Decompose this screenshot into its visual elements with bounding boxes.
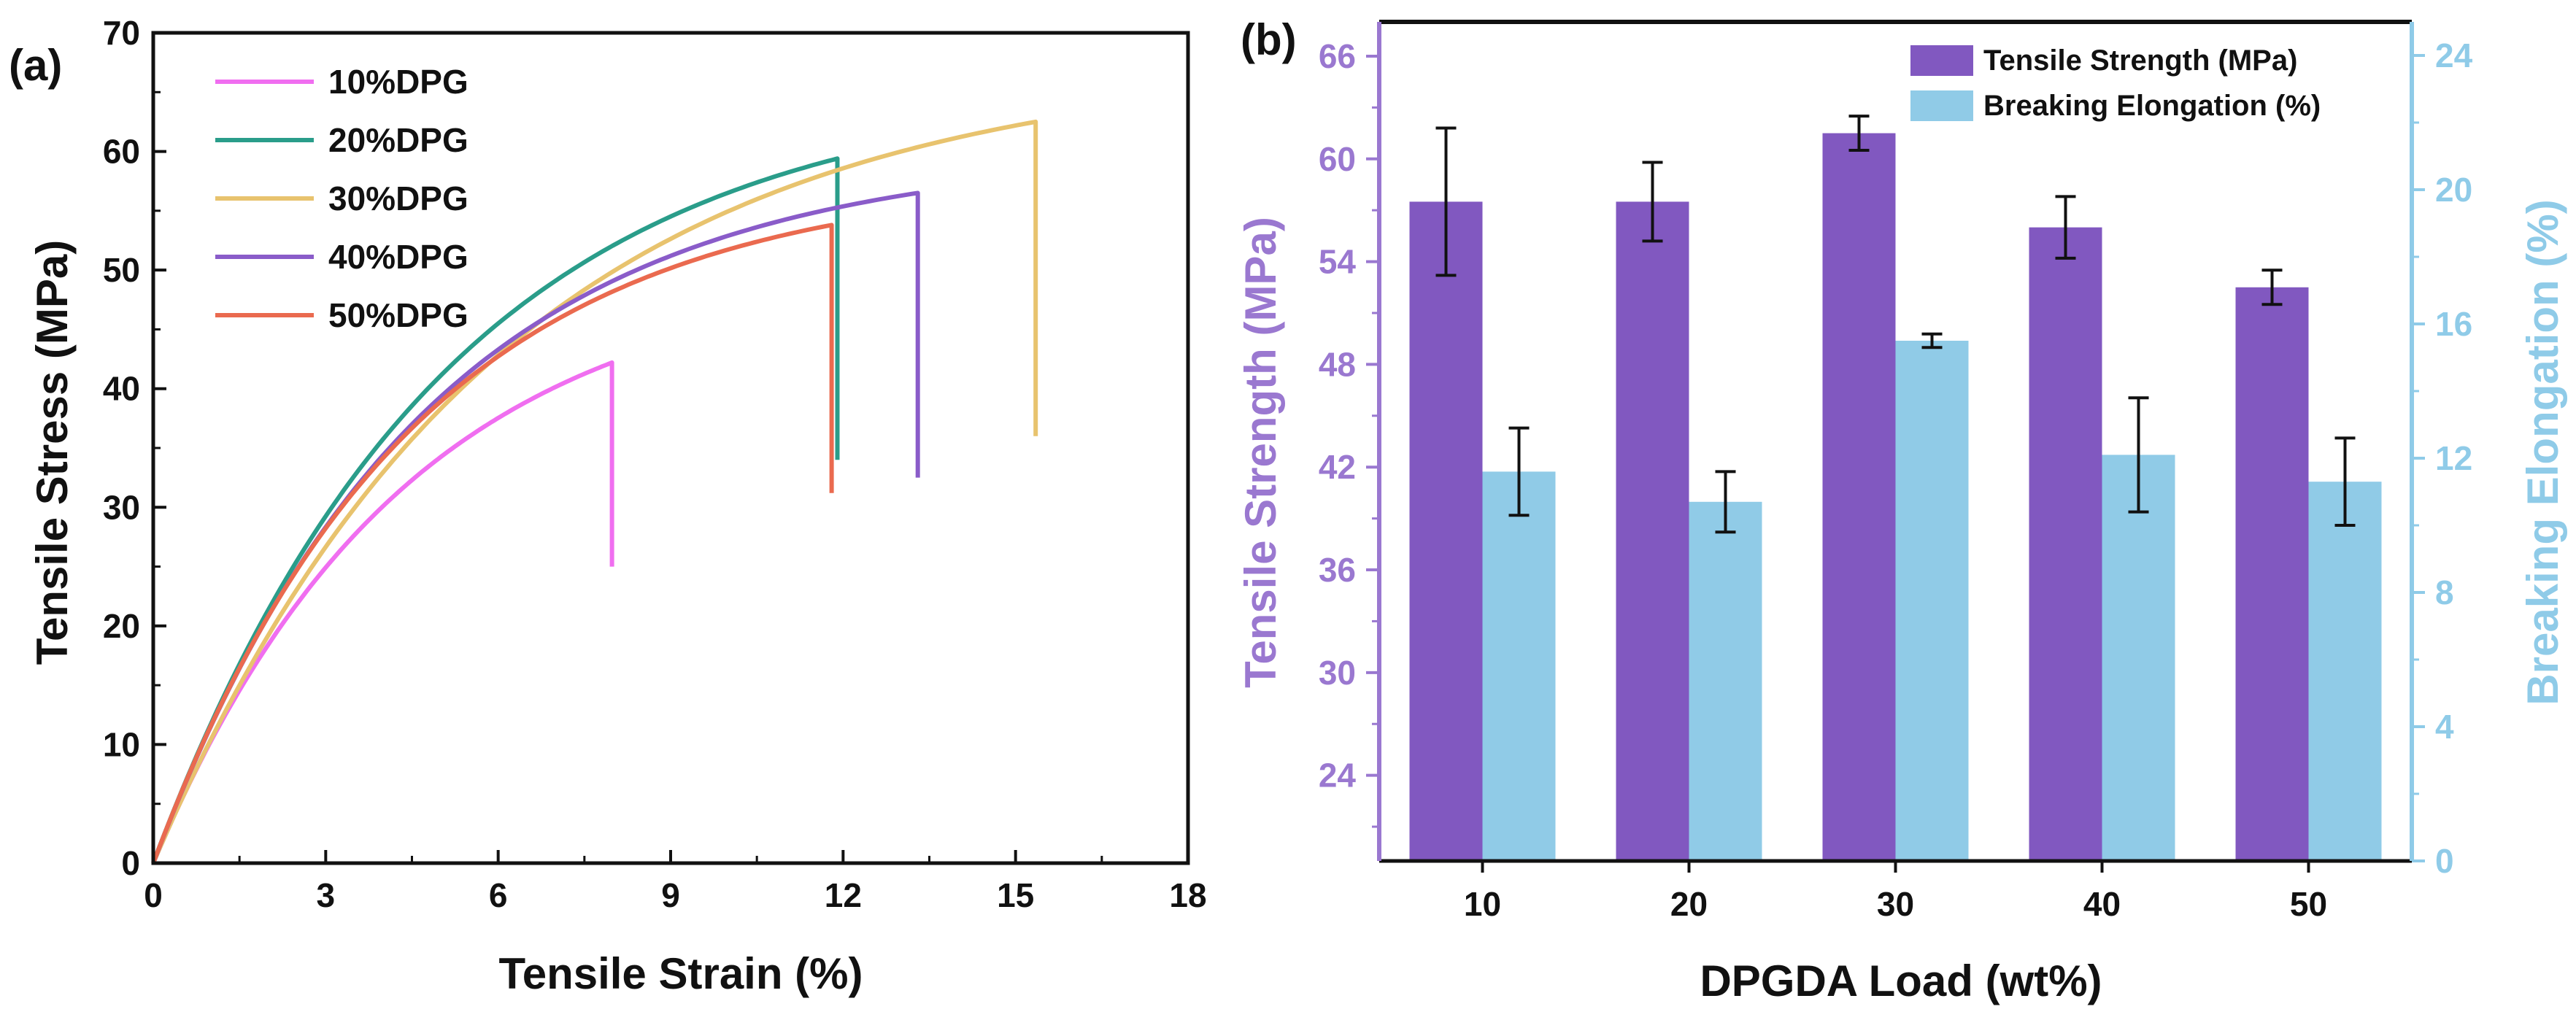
bar-breaking-elongation-50 <box>2308 482 2382 861</box>
panel-b-left-y-tick-label: 54 <box>1319 243 1357 281</box>
panel-b-right-y-tick-label: 16 <box>2435 305 2472 343</box>
bar-tensile-strength-50 <box>2235 287 2309 861</box>
curve-20pct-dpg <box>151 156 840 865</box>
legend-label-tensile-strength: Tensile Strength (MPa) <box>1983 45 2297 77</box>
panel-a-x-tick-label: 0 <box>144 876 163 914</box>
error-bar-breaking-elongation-10 <box>1508 426 1530 517</box>
panel-a-stress-strain-chart: (a) 0 3 6 9 12 15 18 0 10 20 30 40 50 60 70 Tensile St… <box>9 14 1207 998</box>
error-bar-breaking-elongation-50 <box>2334 436 2356 527</box>
bar-tensile-strength-30 <box>1822 133 1896 861</box>
panel-a-y-tick-label: 10 <box>103 725 140 763</box>
panel-b-left-y-tick-label: 30 <box>1319 654 1356 692</box>
panel-b-left-y-tick-label: 60 <box>1319 140 1356 178</box>
panel-a-y-tick-label: 0 <box>121 844 140 882</box>
panel-b-right-y-tick-label: 12 <box>2435 439 2472 477</box>
panel-b-left-y-tick-label: 36 <box>1319 551 1356 589</box>
panel-a-y-tick-label: 40 <box>103 370 140 408</box>
panel-b-right-y-tick-label: 0 <box>2435 842 2454 880</box>
panel-a-y-axis-title: Tensile Stress (MPa) <box>28 240 77 665</box>
panel-b-left-y-tick-label: 48 <box>1319 345 1356 383</box>
panel-a-x-axis-title: Tensile Strain (%) <box>499 949 863 998</box>
panel-a-x-tick-label: 6 <box>489 876 508 914</box>
panel-a-x-tick-label: 9 <box>661 876 680 914</box>
legend-label-30pct-dpg: 30%DPG <box>328 179 468 217</box>
panel-b-left-y-tick-label: 66 <box>1319 37 1356 75</box>
panel-b-left-y-tick-label: 42 <box>1319 448 1356 486</box>
panel-a-tick-labels: 0 3 6 9 12 15 18 0 10 20 30 40 50 60 70 <box>103 14 1207 914</box>
panel-b-label: (b) <box>1241 15 1297 64</box>
error-bar-tensile-strength-40 <box>2055 195 2076 260</box>
error-bar-breaking-elongation-30 <box>1921 332 1943 349</box>
curve-30pct-dpg <box>151 119 1038 865</box>
panel-b-x-axis-title: DPGDA Load (wt%) <box>1700 957 2102 1005</box>
panel-b-x-tick-label: 40 <box>2083 885 2121 923</box>
bar-breaking-elongation-10 <box>1482 471 1556 861</box>
panel-b-right-y-tick-label: 4 <box>2435 708 2454 746</box>
legend-swatch-tensile-strength <box>1910 45 1973 76</box>
panel-a-y-tick-label: 60 <box>103 133 140 171</box>
error-bar-tensile-strength-30 <box>1848 115 1870 152</box>
legend-label-breaking-elongation: Breaking Elongation (%) <box>1983 90 2321 122</box>
panel-a-x-tick-label: 12 <box>825 876 862 914</box>
panel-a-plot-frame <box>151 31 1190 865</box>
panel-b-bars-group <box>1409 133 2382 861</box>
bar-tensile-strength-40 <box>2029 227 2102 861</box>
bar-tensile-strength-20 <box>1616 201 1689 861</box>
panel-a-x-tick-label: 18 <box>1169 876 1206 914</box>
panel-b-right-axis-title: Breaking Elongation (%) <box>2518 199 2567 705</box>
bar-breaking-elongation-20 <box>1689 501 1762 861</box>
bar-breaking-elongation-30 <box>1895 341 1969 861</box>
panel-a-legend: 10%DPG 20%DPG 30%DPG 40%DPG 50%DPG <box>215 63 468 334</box>
panel-b-x-tick-label: 20 <box>1670 885 1708 923</box>
panel-a-y-tick-label: 30 <box>103 488 140 526</box>
curve-50pct-dpg <box>151 223 834 865</box>
legend-label-20pct-dpg: 20%DPG <box>328 121 468 159</box>
legend-label-50pct-dpg: 50%DPG <box>328 296 468 334</box>
bar-breaking-elongation-40 <box>2102 455 2175 861</box>
error-bar-tensile-strength-20 <box>1642 161 1663 243</box>
panel-a-x-tick-label: 3 <box>317 876 336 914</box>
bar-tensile-strength-10 <box>1409 201 1483 861</box>
panel-b-right-y-tick-label: 20 <box>2435 171 2472 209</box>
error-bar-breaking-elongation-20 <box>1715 470 1736 534</box>
panel-a-label: (a) <box>9 41 62 90</box>
error-bar-tensile-strength-10 <box>1435 126 1457 277</box>
panel-a-y-tick-label: 20 <box>103 607 140 645</box>
panel-a-y-tick-label: 70 <box>103 14 140 52</box>
error-bar-tensile-strength-50 <box>2261 268 2283 306</box>
panel-b-error-bars-group <box>1435 115 2356 534</box>
panel-b-legend: Tensile Strength (MPa) Breaking Elongatio… <box>1910 45 2321 122</box>
panel-a-x-tick-label: 15 <box>997 876 1034 914</box>
panel-a-series-group <box>151 119 1038 865</box>
panel-b-bar-chart: (b) 10 20 30 40 5024303642485460660481216202… <box>1236 15 2567 1005</box>
panel-b-left-y-tick-label: 24 <box>1319 757 1357 795</box>
panel-b-x-tick-label: 30 <box>1877 885 1914 923</box>
panel-a-axes <box>151 31 1190 865</box>
legend-label-40pct-dpg: 40%DPG <box>328 238 468 276</box>
panel-b-x-tick-label: 50 <box>2290 885 2327 923</box>
panel-b-left-axis-title: Tensile Strength (MPa) <box>1236 217 1285 688</box>
panel-a-y-tick-label: 50 <box>103 251 140 289</box>
panel-b-right-y-tick-label: 24 <box>2435 36 2473 74</box>
panel-b-axes <box>1366 20 2425 873</box>
panel-b-x-tick-label: 10 <box>1464 885 1501 923</box>
error-bar-breaking-elongation-40 <box>2128 396 2149 514</box>
legend-swatch-breaking-elongation <box>1910 90 1973 121</box>
panel-b-right-y-tick-label: 8 <box>2435 573 2454 611</box>
legend-label-10pct-dpg: 10%DPG <box>328 63 468 101</box>
